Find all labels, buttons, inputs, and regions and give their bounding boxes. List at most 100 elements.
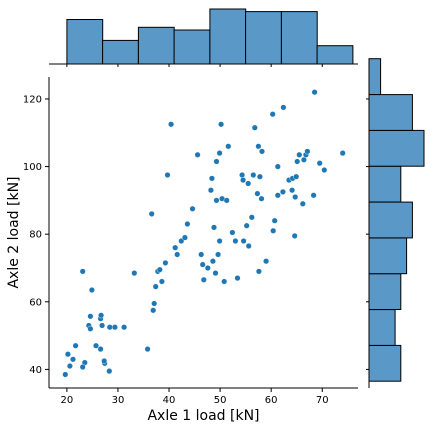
scatter-point (216, 237, 223, 244)
scatter-point (131, 270, 138, 277)
scatter-point (207, 187, 214, 194)
top-hist-bar (209, 8, 247, 65)
scatter-point (72, 342, 79, 349)
right-hist-bar (368, 273, 402, 311)
scatter-point (250, 171, 257, 178)
scatter-point (194, 151, 201, 158)
scatter-point (245, 242, 252, 249)
scatter-point (69, 356, 76, 363)
scatter-point (321, 166, 328, 173)
scatter-point (289, 187, 296, 194)
scatter-point (152, 283, 159, 290)
scatter-point (259, 148, 266, 155)
scatter-point (248, 214, 255, 221)
y-tick-label: 40 (29, 365, 42, 376)
right-hist-bar (368, 309, 396, 346)
y-tick-label: 120 (23, 94, 42, 105)
scatter-point (158, 278, 165, 285)
right-hist-bar (368, 201, 413, 239)
scatter-point (215, 251, 222, 258)
top-hist-bar (316, 45, 354, 65)
scatter-point (200, 276, 207, 283)
scatter-point (88, 287, 95, 294)
scatter-point (294, 158, 301, 165)
scatter-point (184, 220, 191, 227)
scatter-point (232, 237, 239, 244)
scatter-point (208, 175, 215, 182)
right-marginal-histogram (366, 58, 425, 388)
right-hist-bar (368, 165, 402, 203)
scatter-point (254, 190, 261, 197)
scatter-point (151, 300, 158, 307)
scatter-point (148, 210, 155, 217)
scatter-point (172, 244, 179, 251)
scatter-point (239, 171, 246, 178)
scatter-point (274, 192, 281, 199)
scatter-point (174, 251, 181, 258)
scatter-point (218, 121, 225, 128)
scatter-point (291, 232, 298, 239)
right-hist-bar (368, 237, 408, 275)
scatter-point (293, 173, 300, 180)
scatter-point (213, 197, 220, 204)
scatter-point (271, 217, 278, 224)
scatter-point (229, 229, 236, 236)
scatter-point (164, 171, 171, 178)
scatter-point (97, 346, 104, 353)
right-hist-bar (368, 344, 402, 382)
scatter-point (98, 312, 105, 319)
scatter-point (256, 173, 263, 180)
scatter-point (243, 222, 250, 229)
scatter-point (255, 268, 262, 275)
top-hist-bar (102, 39, 139, 65)
scatter-point (64, 351, 71, 358)
x-tick-label: 60 (265, 395, 278, 406)
scatter-point (251, 124, 258, 131)
scatter-point (216, 150, 223, 157)
right-hist-bar (368, 94, 413, 131)
scatter-point (245, 180, 252, 187)
scatter-point (156, 266, 163, 273)
scatter-point (269, 111, 276, 118)
scatter-point (189, 205, 196, 212)
scatter-point (111, 324, 118, 331)
scatter-point (210, 224, 217, 231)
scatter-point (79, 268, 86, 275)
scatter-point (274, 163, 281, 170)
scatter-point (300, 156, 307, 163)
scatter-point (87, 313, 94, 320)
scatter-point (310, 192, 317, 199)
scatter-point (225, 143, 232, 150)
scatter-point (299, 200, 306, 207)
scatter-point (311, 89, 318, 96)
main-scatter-plot: 20 30 40 50 60 70 40 60 80 100 120 (23, 77, 358, 406)
top-hist-bar (137, 26, 175, 65)
scatter-point (258, 195, 265, 202)
y-tick-label: 100 (23, 162, 42, 173)
x-tick-label: 70 (316, 395, 329, 406)
y-tick-label: 80 (29, 230, 42, 241)
scatter-point (316, 160, 323, 167)
scatter-point (213, 158, 220, 165)
x-tick-label: 20 (61, 395, 74, 406)
scatter-point (223, 197, 230, 204)
top-hist-bar (280, 11, 318, 65)
scatter-point (144, 346, 151, 353)
scatter-point (221, 278, 228, 285)
scatter-point (106, 368, 113, 375)
scatter-point (279, 188, 286, 195)
scatter-point (101, 358, 108, 365)
top-hist-bar (173, 29, 211, 65)
scatter-point (181, 234, 188, 241)
scatter-point (255, 143, 262, 150)
scatter-point (296, 151, 303, 158)
scatter-point (199, 261, 206, 268)
scatter-point (162, 259, 169, 266)
scatter-point (168, 121, 175, 128)
scatter-point (121, 324, 128, 331)
scatter-point (79, 364, 86, 371)
scatter-point (99, 322, 106, 329)
scatter-point (87, 325, 94, 332)
x-tick-label: 50 (214, 395, 227, 406)
